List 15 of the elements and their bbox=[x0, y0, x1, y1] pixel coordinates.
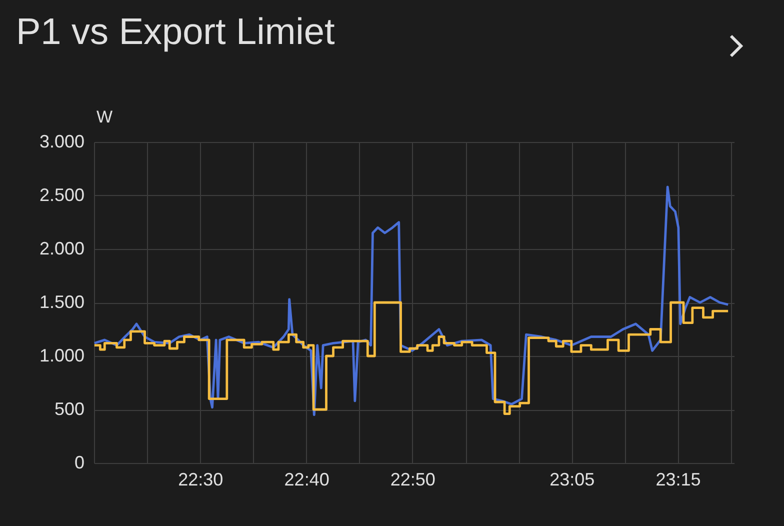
y-tick-label: 1.000 bbox=[39, 346, 84, 366]
x-tick-label: 22:30 bbox=[178, 470, 224, 490]
line-series bbox=[94, 186, 730, 416]
chart-title: P1 vs Export Limiet bbox=[16, 11, 336, 52]
y-tick-label: 2.500 bbox=[39, 185, 84, 205]
y-tick-label: 0 bbox=[74, 452, 84, 472]
x-tick-label: 22:50 bbox=[390, 470, 436, 490]
x-tick-label: 22:40 bbox=[284, 470, 330, 490]
x-tick-label: 23:05 bbox=[550, 470, 595, 490]
y-tick-label: 3.000 bbox=[39, 132, 84, 152]
y-tick-label: 500 bbox=[54, 399, 84, 419]
y-tick-label: 2.000 bbox=[39, 238, 84, 258]
y-axis-title: W bbox=[96, 108, 113, 126]
x-tick-label: 23:15 bbox=[656, 470, 701, 490]
y-tick-label: 1.500 bbox=[39, 292, 84, 312]
